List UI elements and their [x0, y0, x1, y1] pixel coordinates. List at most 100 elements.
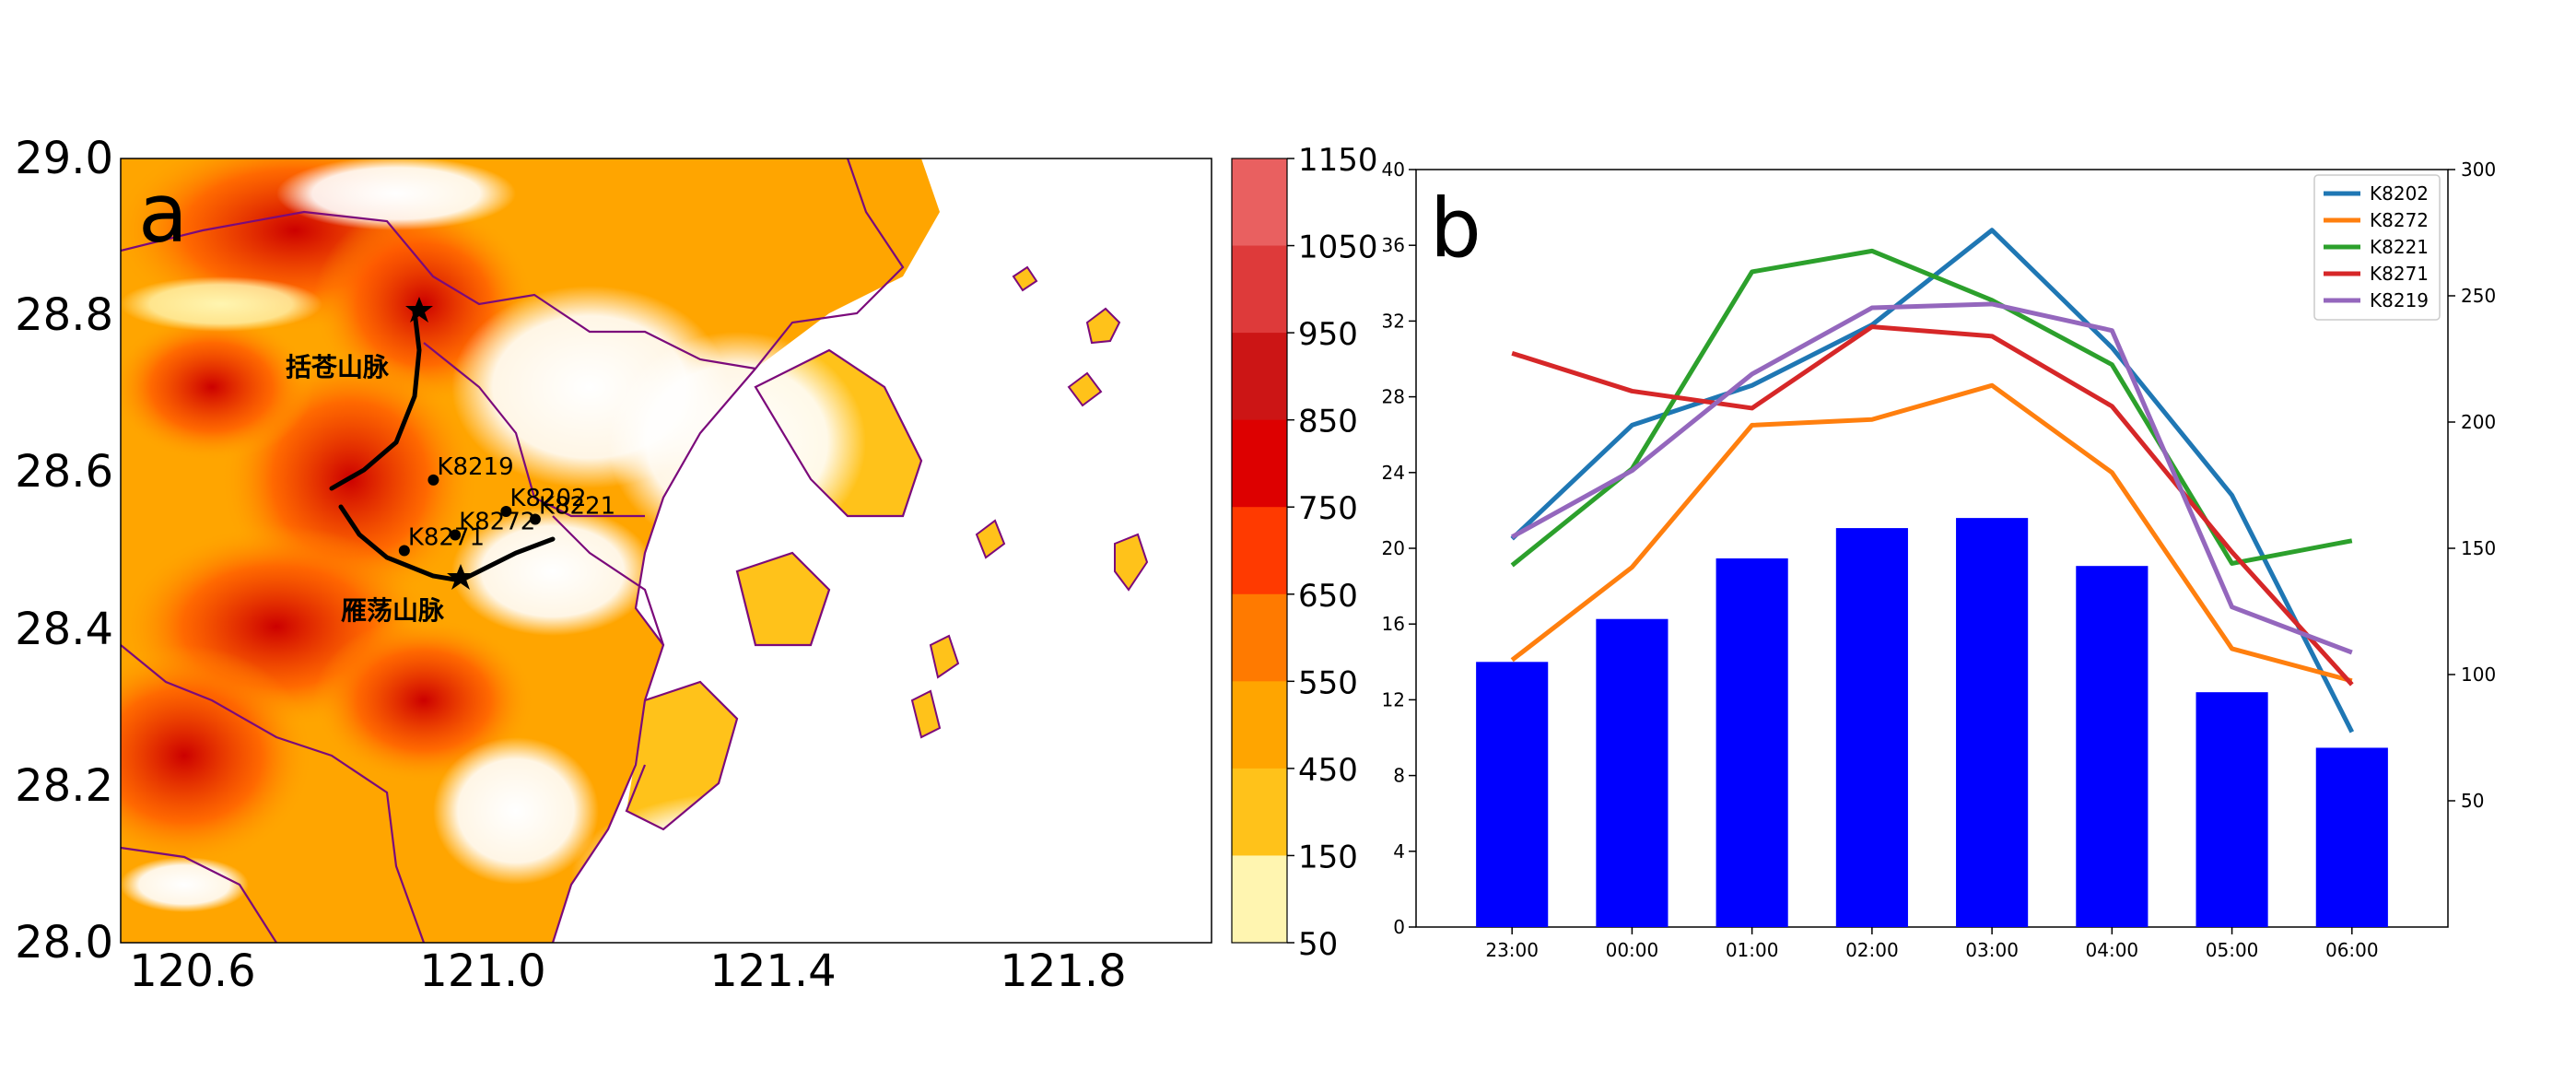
panel-b-label: b — [1430, 181, 1481, 276]
colorbar-segment — [1232, 245, 1287, 334]
left-y-tick-label: 20 — [1382, 537, 1405, 559]
bar — [2076, 566, 2149, 927]
station-label: K8271 — [408, 524, 485, 552]
colorbar-tick-label: 1050 — [1298, 229, 1378, 266]
legend-label: K8221 — [2370, 236, 2429, 258]
mountain-label-yandang: 雁荡山脉 — [341, 595, 445, 626]
colorbar-segment — [1232, 419, 1287, 508]
right-y-tick-label: 250 — [2461, 285, 2496, 307]
bar — [1835, 528, 1908, 927]
station-label: K8272 — [459, 508, 535, 535]
series-line-K8272 — [1510, 382, 2353, 684]
station-marker — [427, 474, 439, 486]
colorbar-segment — [1232, 507, 1287, 595]
yandang-ridge — [338, 504, 556, 583]
station-marker — [529, 513, 541, 525]
colorbar-segment — [1232, 333, 1287, 421]
kuocang-ridge — [329, 309, 422, 491]
line-series — [1510, 228, 2355, 734]
x-tick-label: 04:00 — [2086, 939, 2139, 961]
legend-label: K8271 — [2370, 263, 2429, 285]
mountain-label-kuocang: 括苍山脉 — [286, 352, 390, 382]
map-x-axis: 120.6 121.0 121.4 121.8 — [129, 945, 1126, 997]
bar — [2195, 692, 2268, 927]
colorbar-tick-label: 1150 — [1298, 142, 1378, 179]
left-y-tick-label: 36 — [1382, 234, 1405, 256]
star-marker-north — [405, 297, 433, 323]
colorbar-segment — [1232, 593, 1287, 682]
right-y-tick-label: 50 — [2461, 790, 2484, 812]
x-tick-label: 03:00 — [1965, 939, 2019, 961]
map-y-tick: 28.4 — [15, 604, 113, 655]
left-y-tick-label: 32 — [1382, 310, 1405, 332]
station-label: K8219 — [437, 453, 513, 481]
bar — [2315, 747, 2388, 927]
chart-frame — [1415, 169, 2449, 928]
map-y-tick: 28.8 — [15, 289, 113, 341]
map-y-tick: 29.0 — [15, 133, 113, 184]
bar — [1596, 618, 1669, 927]
colorbar-tick-label: 150 — [1298, 839, 1358, 875]
left-y-tick-label: 28 — [1382, 386, 1405, 408]
right-y-tick-label: 300 — [2461, 158, 2496, 181]
bar — [1476, 662, 1549, 927]
map-x-tick: 121.4 — [709, 945, 836, 997]
right-y-tick-label: 100 — [2461, 663, 2496, 686]
station-label: K8221 — [539, 492, 615, 520]
left-y-tick-label: 8 — [1393, 765, 1405, 787]
colorbar-tick-label: 750 — [1298, 490, 1358, 527]
time-series-panel: 0 4 8 12 16 20 24 28 32 36 40 50 100 150 200 250 300 23… — [1382, 158, 2497, 961]
colorbar-segment — [1232, 768, 1287, 856]
land-area-2 — [626, 682, 737, 829]
x-tick-label: 02:00 — [1845, 939, 1899, 961]
colorbar-tick-label: 650 — [1298, 578, 1358, 615]
colorbar-tick-label: 550 — [1298, 664, 1358, 701]
right-y-axis: 50 100 150 200 250 300 — [2448, 158, 2496, 812]
legend-label: K8202 — [2370, 182, 2429, 205]
x-tick-label: 06:00 — [2325, 939, 2379, 961]
ridge-end-stars — [405, 297, 474, 590]
station-marker — [500, 505, 512, 517]
colorbar-segment — [1232, 681, 1287, 769]
colorbar-tick-label: 450 — [1298, 752, 1358, 789]
coastline — [121, 158, 923, 943]
station-marker — [450, 529, 462, 541]
map-y-tick: 28.2 — [15, 760, 113, 812]
legend: K8202 K8272 K8221 K8271 K8219 — [2313, 174, 2441, 321]
islands — [910, 265, 1149, 739]
legend-label: K8272 — [2370, 209, 2429, 231]
left-y-tick-label: 16 — [1382, 613, 1405, 635]
left-y-axis: 0 4 8 12 16 20 24 28 32 36 40 — [1382, 158, 1416, 938]
x-tick-label: 01:00 — [1726, 939, 1779, 961]
series-line-K8271 — [1511, 324, 2354, 687]
map-x-tick: 121.0 — [419, 945, 545, 997]
colorbar-segment — [1232, 855, 1287, 944]
right-y-tick-label: 150 — [2461, 537, 2496, 559]
x-tick-label: 00:00 — [1606, 939, 1659, 961]
map-frame — [120, 158, 1212, 944]
mountain-ridges — [329, 309, 556, 583]
colorbar-tick-label: 950 — [1298, 316, 1358, 353]
bar — [1956, 518, 2029, 927]
colorbar-segment — [1232, 158, 1287, 247]
colorbar-tick-label: 50 — [1298, 926, 1338, 963]
left-y-tick-label: 40 — [1382, 158, 1405, 181]
legend-label: K8219 — [2370, 289, 2429, 311]
station-marker — [398, 545, 410, 557]
x-axis: 23:00 00:00 01:00 02:00 03:00 04:00 05:00 06:00 — [1485, 927, 2379, 961]
star-marker-south — [447, 564, 474, 590]
x-tick-label: 05:00 — [2206, 939, 2259, 961]
map-y-axis: 29.0 28.8 28.6 28.4 28.2 28.0 — [15, 133, 113, 968]
x-tick-label: 23:00 — [1485, 939, 1539, 961]
colorbar-tick-label: 850 — [1298, 404, 1358, 440]
right-y-tick-label: 200 — [2461, 411, 2496, 433]
map-x-tick: 120.6 — [129, 945, 255, 997]
left-y-tick-label: 12 — [1382, 688, 1405, 710]
map-y-tick: 28.0 — [15, 917, 113, 968]
left-y-tick-label: 0 — [1393, 916, 1405, 938]
bar — [1715, 558, 1788, 927]
station-label: K8202 — [509, 485, 586, 512]
panel-a-label: a — [138, 166, 188, 261]
